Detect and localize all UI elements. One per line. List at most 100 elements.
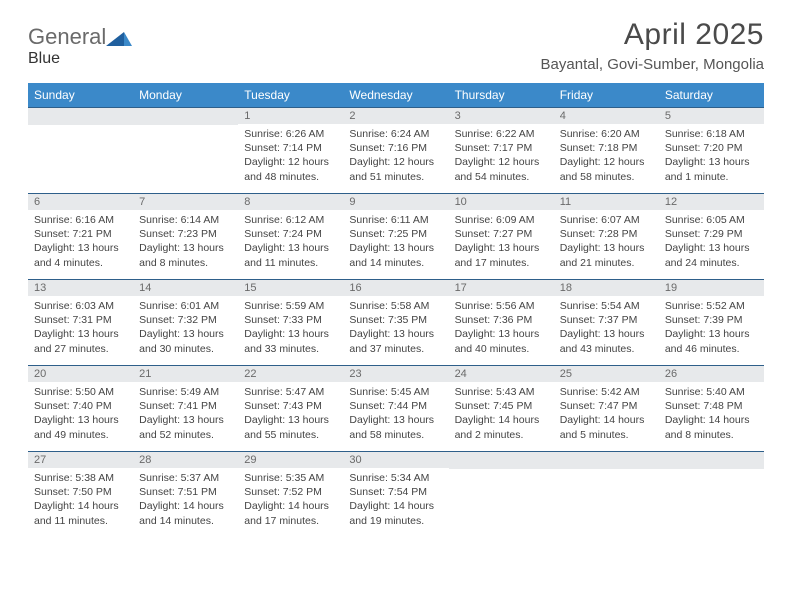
day-number: 15: [238, 280, 343, 296]
sunrise-text: Sunrise: 6:14 AM: [139, 213, 232, 227]
daylight-text-1: Daylight: 14 hours: [244, 499, 337, 513]
day-details: Sunrise: 5:38 AMSunset: 7:50 PMDaylight:…: [28, 468, 133, 532]
daylight-text-1: Daylight: 13 hours: [34, 413, 127, 427]
daylight-text-2: and 48 minutes.: [244, 170, 337, 184]
daylight-text-2: and 27 minutes.: [34, 342, 127, 356]
day-number: 18: [554, 280, 659, 296]
calendar-cell: [554, 452, 659, 538]
day-details: Sunrise: 6:11 AMSunset: 7:25 PMDaylight:…: [343, 210, 448, 274]
day-number: 10: [449, 194, 554, 210]
sunrise-text: Sunrise: 5:54 AM: [560, 299, 653, 313]
calendar-week-row: 27Sunrise: 5:38 AMSunset: 7:50 PMDayligh…: [28, 452, 764, 538]
day-number: 9: [343, 194, 448, 210]
daylight-text-1: Daylight: 14 hours: [455, 413, 548, 427]
calendar-cell: 30Sunrise: 5:34 AMSunset: 7:54 PMDayligh…: [343, 452, 448, 538]
daylight-text-2: and 51 minutes.: [349, 170, 442, 184]
sunset-text: Sunset: 7:54 PM: [349, 485, 442, 499]
sunset-text: Sunset: 7:50 PM: [34, 485, 127, 499]
calendar-cell: 4Sunrise: 6:20 AMSunset: 7:18 PMDaylight…: [554, 108, 659, 194]
day-number: 14: [133, 280, 238, 296]
daylight-text-1: Daylight: 13 hours: [455, 241, 548, 255]
calendar-cell: 21Sunrise: 5:49 AMSunset: 7:41 PMDayligh…: [133, 366, 238, 452]
day-details: Sunrise: 5:42 AMSunset: 7:47 PMDaylight:…: [554, 382, 659, 446]
daylight-text-1: Daylight: 13 hours: [34, 327, 127, 341]
day-number: 8: [238, 194, 343, 210]
daylight-text-2: and 8 minutes.: [665, 428, 758, 442]
day-number: 2: [343, 108, 448, 124]
daylight-text-2: and 52 minutes.: [139, 428, 232, 442]
day-number: 16: [343, 280, 448, 296]
header: General Blue April 2025 Bayantal, Govi-S…: [28, 18, 764, 73]
sunrise-text: Sunrise: 5:37 AM: [139, 471, 232, 485]
daylight-text-1: Daylight: 14 hours: [665, 413, 758, 427]
day-details: Sunrise: 5:50 AMSunset: 7:40 PMDaylight:…: [28, 382, 133, 446]
day-number: 22: [238, 366, 343, 382]
calendar-cell: 20Sunrise: 5:50 AMSunset: 7:40 PMDayligh…: [28, 366, 133, 452]
sunrise-text: Sunrise: 6:22 AM: [455, 127, 548, 141]
daylight-text-2: and 21 minutes.: [560, 256, 653, 270]
sunrise-text: Sunrise: 5:59 AM: [244, 299, 337, 313]
calendar-cell: [133, 108, 238, 194]
brand-word-2: Blue: [28, 50, 132, 68]
day-details: Sunrise: 6:26 AMSunset: 7:14 PMDaylight:…: [238, 124, 343, 188]
day-number: 30: [343, 452, 448, 468]
calendar-week-row: 13Sunrise: 6:03 AMSunset: 7:31 PMDayligh…: [28, 280, 764, 366]
daylight-text-1: Daylight: 13 hours: [244, 327, 337, 341]
daylight-text-1: Daylight: 14 hours: [560, 413, 653, 427]
day-number: 4: [554, 108, 659, 124]
sunset-text: Sunset: 7:23 PM: [139, 227, 232, 241]
calendar-cell: 29Sunrise: 5:35 AMSunset: 7:52 PMDayligh…: [238, 452, 343, 538]
daylight-text-2: and 55 minutes.: [244, 428, 337, 442]
day-details: Sunrise: 5:58 AMSunset: 7:35 PMDaylight:…: [343, 296, 448, 360]
day-number-bar: [28, 108, 133, 125]
month-title: April 2025: [541, 18, 764, 52]
brand-triangle-icon: [106, 26, 132, 52]
sunset-text: Sunset: 7:25 PM: [349, 227, 442, 241]
calendar-cell: 26Sunrise: 5:40 AMSunset: 7:48 PMDayligh…: [659, 366, 764, 452]
day-number: 12: [659, 194, 764, 210]
daylight-text-2: and 17 minutes.: [455, 256, 548, 270]
day-details: Sunrise: 6:05 AMSunset: 7:29 PMDaylight:…: [659, 210, 764, 274]
daylight-text-1: Daylight: 12 hours: [560, 155, 653, 169]
day-details: Sunrise: 5:43 AMSunset: 7:45 PMDaylight:…: [449, 382, 554, 446]
sunrise-text: Sunrise: 6:01 AM: [139, 299, 232, 313]
daylight-text-2: and 33 minutes.: [244, 342, 337, 356]
day-number: 11: [554, 194, 659, 210]
daylight-text-1: Daylight: 13 hours: [455, 327, 548, 341]
day-details: Sunrise: 5:40 AMSunset: 7:48 PMDaylight:…: [659, 382, 764, 446]
calendar-cell: 2Sunrise: 6:24 AMSunset: 7:16 PMDaylight…: [343, 108, 448, 194]
sunrise-text: Sunrise: 6:03 AM: [34, 299, 127, 313]
brand-word-1: General: [28, 24, 106, 50]
day-number: 23: [343, 366, 448, 382]
sunrise-text: Sunrise: 5:43 AM: [455, 385, 548, 399]
daylight-text-1: Daylight: 13 hours: [349, 327, 442, 341]
daylight-text-2: and 30 minutes.: [139, 342, 232, 356]
day-number-bar: [659, 452, 764, 469]
sunset-text: Sunset: 7:29 PM: [665, 227, 758, 241]
calendar-week-row: 20Sunrise: 5:50 AMSunset: 7:40 PMDayligh…: [28, 366, 764, 452]
sunset-text: Sunset: 7:36 PM: [455, 313, 548, 327]
calendar-cell: 8Sunrise: 6:12 AMSunset: 7:24 PMDaylight…: [238, 194, 343, 280]
day-details: Sunrise: 5:56 AMSunset: 7:36 PMDaylight:…: [449, 296, 554, 360]
daylight-text-1: Daylight: 12 hours: [349, 155, 442, 169]
daylight-text-1: Daylight: 13 hours: [665, 241, 758, 255]
sunrise-text: Sunrise: 6:18 AM: [665, 127, 758, 141]
calendar-cell: 7Sunrise: 6:14 AMSunset: 7:23 PMDaylight…: [133, 194, 238, 280]
daylight-text-1: Daylight: 14 hours: [349, 499, 442, 513]
daylight-text-1: Daylight: 13 hours: [34, 241, 127, 255]
weekday-header: Tuesday: [238, 83, 343, 108]
daylight-text-2: and 2 minutes.: [455, 428, 548, 442]
sunset-text: Sunset: 7:40 PM: [34, 399, 127, 413]
daylight-text-1: Daylight: 12 hours: [244, 155, 337, 169]
calendar-cell: 27Sunrise: 5:38 AMSunset: 7:50 PMDayligh…: [28, 452, 133, 538]
brand-logo: General Blue: [28, 18, 132, 68]
day-number: 29: [238, 452, 343, 468]
calendar-cell: 1Sunrise: 6:26 AMSunset: 7:14 PMDaylight…: [238, 108, 343, 194]
day-number: 27: [28, 452, 133, 468]
sunset-text: Sunset: 7:31 PM: [34, 313, 127, 327]
day-details: Sunrise: 6:16 AMSunset: 7:21 PMDaylight:…: [28, 210, 133, 274]
day-number: 24: [449, 366, 554, 382]
location-text: Bayantal, Govi-Sumber, Mongolia: [541, 56, 764, 73]
daylight-text-1: Daylight: 13 hours: [560, 327, 653, 341]
title-block: April 2025 Bayantal, Govi-Sumber, Mongol…: [541, 18, 764, 73]
